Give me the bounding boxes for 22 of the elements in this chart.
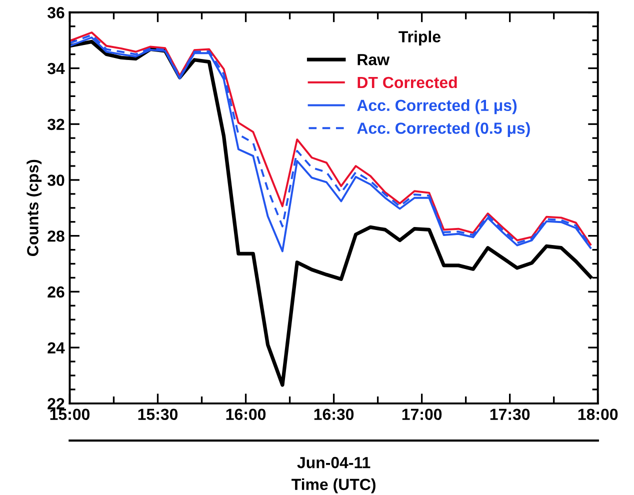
x-axis-title: Jun-04-11 Time (UTC): [292, 456, 376, 494]
x-tick-label: 16:00: [226, 408, 266, 420]
x-tick-label: 15:30: [138, 408, 178, 420]
x-tick-label: 17:00: [402, 408, 442, 420]
y-tick-label: 28: [48, 230, 64, 242]
legend-label: Raw: [358, 54, 390, 66]
y-axis-title: Counts (cps): [26, 160, 42, 256]
y-tick-label: 36: [47, 7, 64, 18]
y-tick-label: 26: [48, 286, 64, 298]
y-tick-label: 22: [48, 398, 64, 410]
x-tick-label: 18:00: [578, 408, 618, 420]
y-tick-label: 34: [47, 62, 65, 74]
x-tick-label: 17:30: [490, 408, 530, 420]
y-tick-label: 30: [47, 174, 64, 186]
x-tick-label: 16:30: [314, 408, 354, 420]
x-tick-label: 15:00: [50, 408, 90, 420]
legend-label: DT Corrected: [358, 76, 457, 88]
legend-label: Acc. Corrected (0.5 μs): [357, 122, 530, 138]
y-tick-label: 24: [48, 342, 65, 354]
legend-title: Triple: [398, 30, 440, 46]
y-tick-label: 32: [47, 118, 64, 130]
legend-label: Acc. Corrected (1 μs): [357, 99, 517, 114]
